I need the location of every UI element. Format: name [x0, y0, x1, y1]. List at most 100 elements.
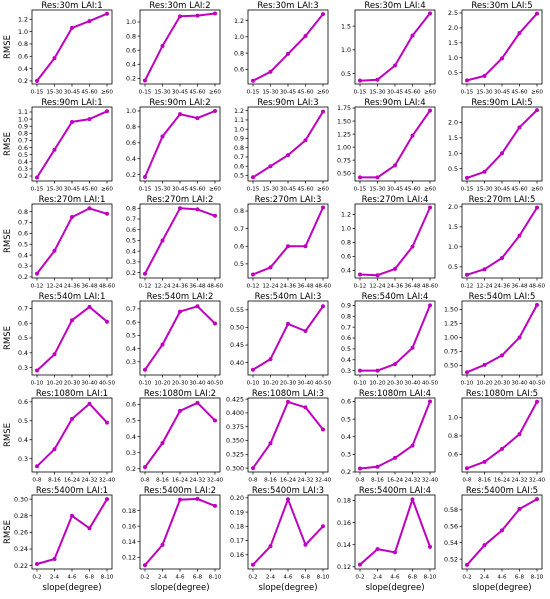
- data-point: [251, 466, 255, 471]
- data-point: [393, 550, 397, 555]
- data-point: [358, 562, 362, 567]
- x-tick-label: 0-2: [355, 575, 364, 581]
- x-tick-label: 10-20: [46, 381, 63, 387]
- subplot-3: Res:30m LAI:3 0.6 0.8 1.0 1.2 0-15 15-30 30-45 4…: [234, 1, 329, 96]
- y-tick-label: 0.3: [18, 365, 28, 372]
- x-tick-label: 45-60: [297, 187, 314, 193]
- x-tick-label: 15-30: [46, 90, 63, 96]
- x-tick-label: 0-12: [31, 284, 44, 290]
- x-tick-label: 12-24: [476, 284, 493, 290]
- x-tick-label: 48-60: [529, 284, 546, 290]
- subplot-title: Res:1080m LAI:2: [144, 389, 216, 399]
- y-tick-label: 1.0: [341, 47, 351, 54]
- data-point: [358, 78, 362, 83]
- x-tick-label: ≥60: [101, 90, 113, 96]
- data-point: [465, 272, 469, 277]
- data-point: [428, 205, 432, 210]
- subplot-title: Res:540m LAI:4: [362, 292, 429, 302]
- x-tick-label: 16-24: [280, 478, 297, 484]
- series-line: [36, 305, 108, 372]
- subplot-9: Res:90m LAI:4 0.50 0.75 1.00 1.25 1.50 1.75 0-1…: [337, 98, 436, 193]
- plot-frame: [139, 9, 221, 85]
- x-tick-label: 0-15: [139, 90, 152, 96]
- x-tick-label: ≥60: [101, 187, 113, 193]
- y-tick-label: 1.0: [448, 55, 458, 62]
- x-tick-label: 2-4: [480, 575, 490, 581]
- data-point: [375, 175, 380, 180]
- data-point: [268, 357, 273, 362]
- x-tick-label: 30-45: [387, 187, 404, 193]
- series-line: [466, 207, 538, 276]
- data-point: [500, 256, 504, 260]
- data-point: [517, 432, 522, 437]
- data-point: [303, 542, 308, 547]
- data-point: [375, 547, 380, 552]
- y-tick-label: 2.0: [448, 120, 458, 127]
- data-point: [303, 138, 308, 143]
- data-point: [35, 464, 39, 469]
- subplot-title: Res:270m LAI:3: [255, 195, 322, 205]
- y-tick-label: 0.8: [126, 205, 136, 212]
- subplot-title: Res:5400m LAI:2: [144, 486, 216, 496]
- subplot-21: Res:1080m LAI:1 0.3 0.4 0.5 0.6 0-8 8-16 16-24 2…: [3, 389, 116, 484]
- data-point: [251, 78, 255, 83]
- plot-frame: [31, 106, 113, 182]
- x-tick-label: 8-10: [424, 575, 437, 581]
- y-tick-label: 0.8: [234, 145, 244, 152]
- y-tick-label: 0.9: [341, 303, 351, 310]
- plot-frame: [139, 203, 221, 279]
- x-tick-label: 10-20: [154, 381, 171, 387]
- series-line: [360, 305, 431, 372]
- x-tick-label: 0-2: [140, 575, 149, 581]
- series-line: [359, 207, 431, 277]
- y-tick-label: 0.4: [126, 434, 136, 441]
- y-tick-label: 0.6: [18, 399, 28, 406]
- data-point: [535, 108, 539, 113]
- x-tick-label: 24-36: [494, 284, 511, 290]
- data-point: [251, 175, 255, 180]
- y-tick-label: 2.0: [448, 25, 458, 32]
- x-tick-label: 0-12: [461, 284, 474, 290]
- data-point: [535, 497, 539, 502]
- y-tick-label: 0.4: [126, 61, 136, 68]
- data-point: [410, 443, 415, 448]
- subplot-7: Res:90m LAI:2 0.2 0.4 0.6 0.8 1.0 0-15 15-30 30-…: [126, 98, 221, 193]
- x-tick-label: 30-45: [280, 90, 297, 96]
- y-tick-label: 0.6: [341, 254, 351, 261]
- y-tick-label: 1.0: [234, 126, 244, 133]
- subplot-title: Res:30m LAI:4: [364, 1, 425, 11]
- subplot-title: Res:5400m LAI:4: [359, 486, 431, 496]
- subplot-5: Res:30m LAI:5 0.5 1.0 1.5 2.0 2.5 0-15 15-30 30-…: [448, 1, 543, 96]
- x-tick-label: 6-8: [515, 575, 525, 581]
- data-point: [393, 63, 397, 68]
- plot-frame: [461, 203, 543, 279]
- x-tick-label: 45-60: [511, 187, 528, 193]
- y-tick-label: 0.5: [234, 261, 244, 268]
- data-point: [465, 175, 469, 180]
- y-tick-label: 0.5: [126, 333, 136, 340]
- y-tick-label: 0.3: [126, 259, 136, 266]
- y-tick-label: 1.5: [448, 40, 458, 47]
- y-tick-label: 1.5: [341, 23, 351, 30]
- subplot-title: Res:90m LAI:4: [364, 98, 425, 108]
- x-tick-label: 12-24: [369, 284, 386, 290]
- y-tick-label: 0.12: [122, 555, 136, 562]
- subplot-title: Res:90m LAI:1: [41, 98, 102, 108]
- series-line: [359, 498, 431, 566]
- data-point: [213, 213, 217, 218]
- y-tick-label: 0.8: [126, 33, 136, 40]
- series-line: [360, 110, 431, 179]
- data-point: [286, 497, 290, 502]
- x-tick-label: 0-15: [31, 90, 44, 96]
- data-point: [303, 328, 308, 333]
- x-tick-label: 36-48: [297, 284, 314, 290]
- subplot-12: Res:270m LAI:2 0.2 0.3 0.4 0.5 0.6 0.7 0.8 0-12 1…: [126, 195, 224, 290]
- data-point: [178, 309, 182, 314]
- y-axis-label: RMSE: [3, 35, 13, 59]
- y-tick-label: 1.0: [448, 415, 458, 422]
- x-tick-label: 6-8: [408, 575, 418, 581]
- y-tick-label: 0.12: [337, 564, 351, 571]
- x-tick-label: 8-16: [478, 478, 491, 484]
- y-tick-label: 0.19: [230, 509, 244, 516]
- data-point: [465, 466, 469, 471]
